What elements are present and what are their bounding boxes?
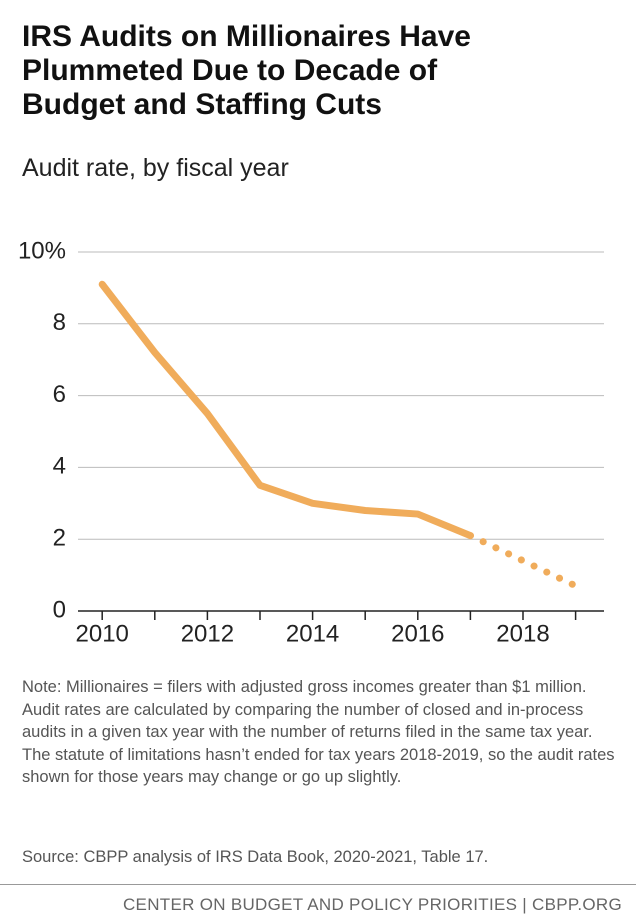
chart: 0 2 4 6 8 10% 2010 2012 2014 2016 2018: [18, 237, 604, 647]
title-line: Budget and Staffing Cuts: [22, 88, 382, 121]
source: Source: CBPP analysis of IRS Data Book, …: [22, 848, 489, 866]
footer: CENTER ON BUDGET AND POLICY PRIORITIES |…: [0, 884, 636, 915]
y-tick-label: 6: [53, 381, 66, 408]
line-dotted: [466, 532, 580, 590]
x-tick-label: 2014: [286, 620, 339, 647]
title-line: IRS Audits on Millionaires Have: [22, 20, 471, 53]
y-tick-label: 2: [53, 525, 66, 552]
y-tick-label: 4: [53, 453, 66, 480]
x-tick-label: 2012: [181, 620, 234, 647]
x-tick-label: 2018: [496, 620, 549, 647]
y-tick-label: 0: [53, 596, 66, 623]
y-tick-label: 10%: [18, 237, 66, 264]
line-solid: [98, 280, 474, 540]
chart-title: IRS Audits on Millionaires Have Plummete…: [22, 20, 622, 122]
x-tick-label: 2010: [76, 620, 129, 647]
title-line: Plummeted Due to Decade of: [22, 54, 438, 87]
chart-subtitle: Audit rate, by fiscal year: [22, 154, 289, 182]
x-tick-label: 2016: [391, 620, 444, 647]
note: Note: Millionaires = filers with adjuste…: [22, 678, 615, 786]
y-tick-label: 8: [53, 309, 66, 336]
